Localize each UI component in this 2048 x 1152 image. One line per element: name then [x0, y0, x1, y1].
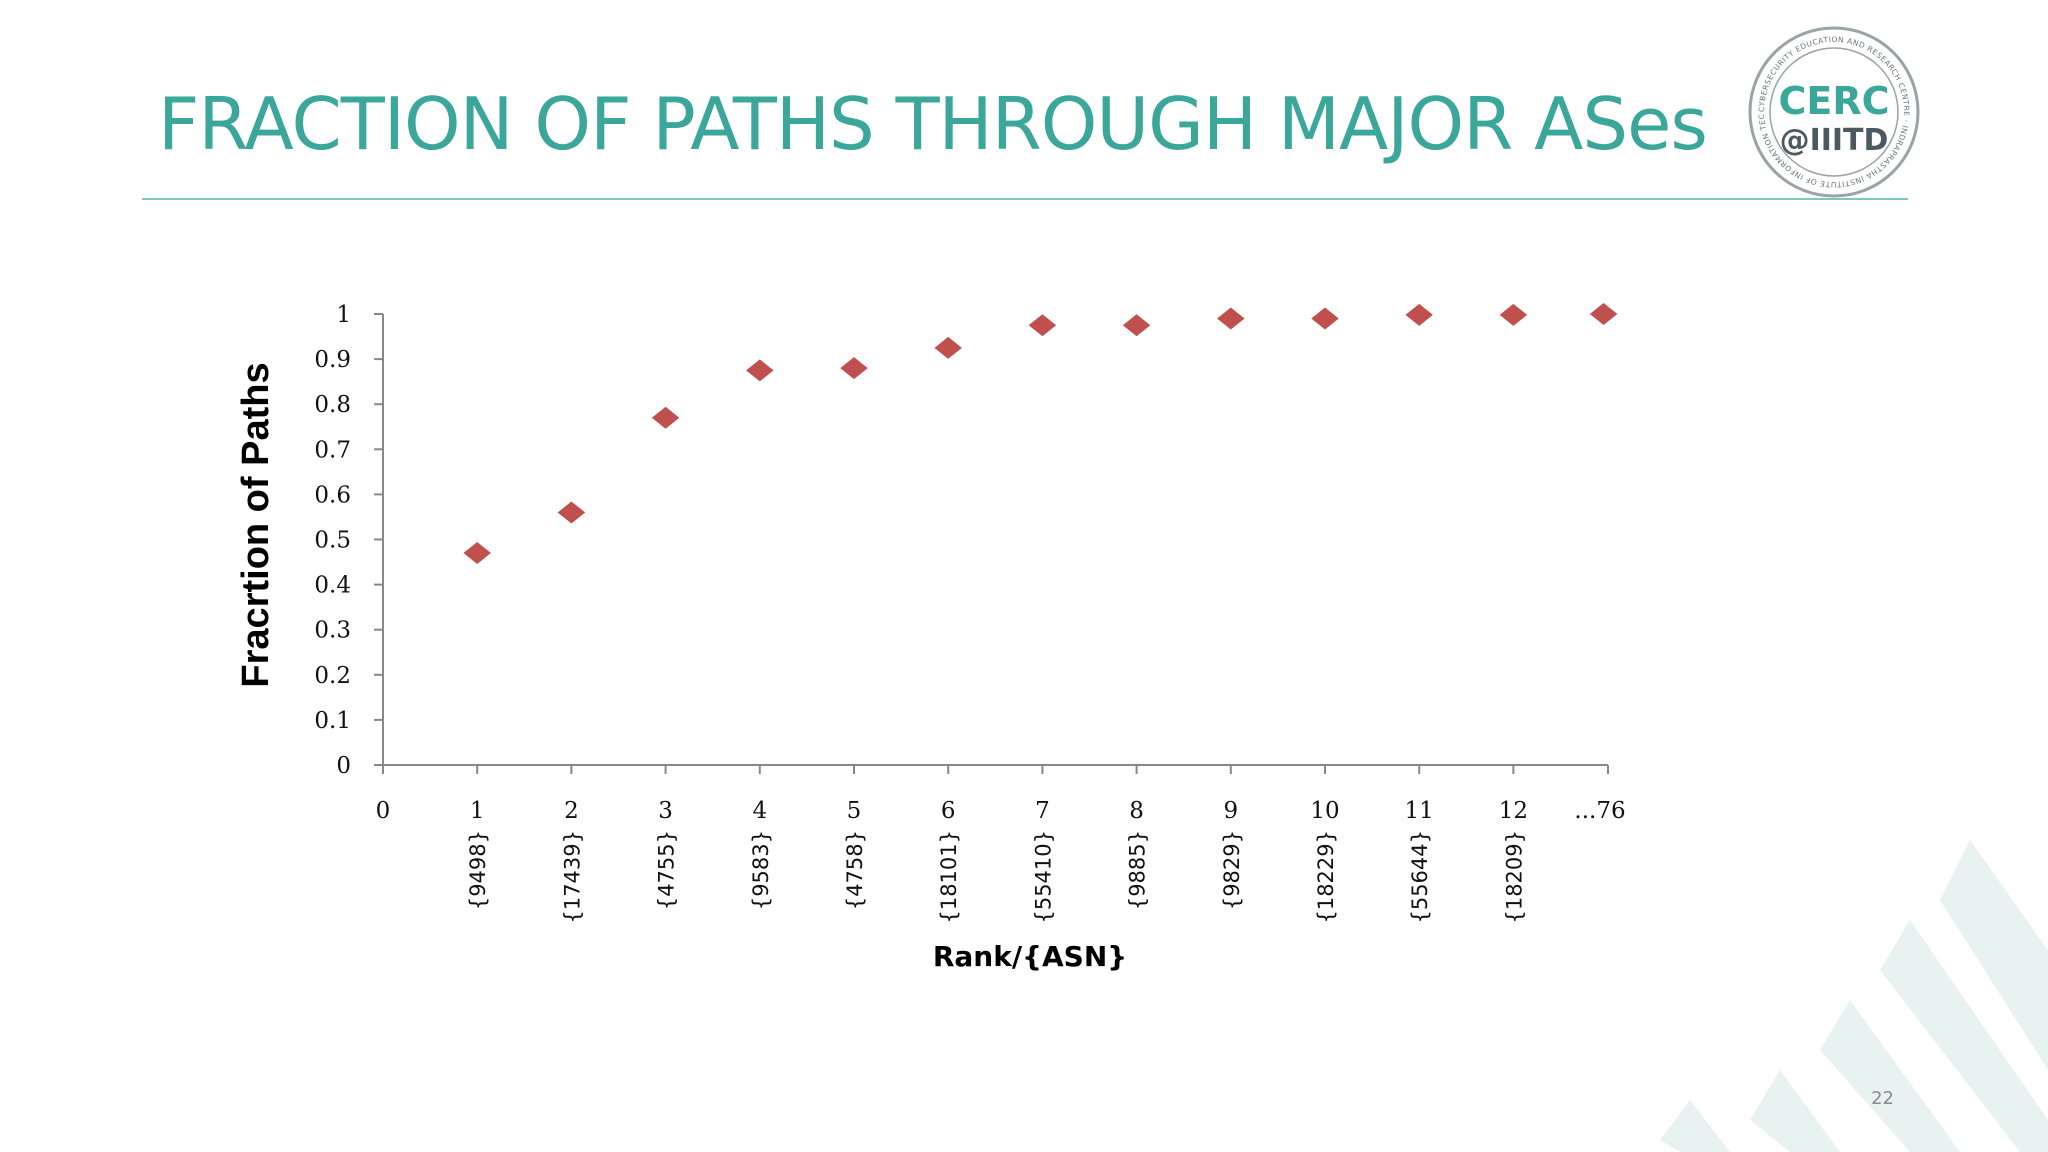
y-tick-label: 0.4 — [314, 573, 351, 599]
logo-inner-ring — [1769, 47, 1899, 177]
x-tick-label: 9 — [1223, 798, 1238, 824]
x-axis: 0 1 2 3 4 5 6 7 8 9 10 11 12 ...76{9498} {17439} {4755}… — [376, 764, 1626, 924]
x-tick-label: 8 — [1129, 798, 1144, 824]
asn-label: {4755} — [655, 830, 679, 910]
x-tick-label: 11 — [1405, 798, 1434, 824]
data-point-rank-13 — [1589, 303, 1618, 325]
y-tick-label: 0.8 — [314, 392, 351, 418]
x-tick-label: 2 — [564, 798, 579, 824]
asn-label: {9829} — [1220, 830, 1244, 910]
y-tick-label: 0 — [336, 753, 351, 779]
asn-label: {18209} — [1502, 830, 1526, 924]
data-point-rank-12 — [1499, 303, 1528, 326]
title-divider — [142, 198, 1908, 200]
x-tick-label: 1 — [470, 798, 485, 824]
asn-label: {9583} — [749, 830, 773, 910]
data-point-rank-1 — [463, 542, 491, 565]
asn-label: {4758} — [843, 830, 867, 910]
asn-label: {9885} — [1126, 830, 1150, 910]
y-tick-label: 0.3 — [314, 618, 351, 644]
logo-wordmark-iiitd: @IIITD — [1780, 123, 1889, 158]
data-point-rank-7 — [1028, 314, 1057, 337]
y-tick-label: 0.5 — [314, 528, 351, 554]
slide-number: 22 — [1871, 1088, 1894, 1109]
data-point-rank-11 — [1405, 303, 1433, 326]
data-point-rank-2 — [557, 501, 586, 524]
data-points — [463, 303, 1618, 565]
asn-label: {18229} — [1314, 830, 1338, 924]
data-point-rank-6 — [934, 336, 962, 359]
x-tick-label: 5 — [847, 798, 862, 824]
x-tick-label: ...76 — [1574, 798, 1625, 824]
y-tick-label: 1 — [336, 302, 351, 328]
data-point-rank-5 — [840, 357, 868, 380]
y-tick-label: 0.1 — [314, 708, 351, 734]
x-tick-label: 6 — [941, 798, 956, 824]
x-tick-label: 10 — [1310, 798, 1339, 824]
x-axis-label: Rank/{ASN} — [933, 940, 1127, 973]
x-tick-label: 4 — [752, 798, 767, 824]
y-axis: 0 0.1 0.2 0.3 0.4 0.5 0.6 0.7 0.8 0.9 1 — [314, 302, 384, 779]
y-tick-label: 0.9 — [314, 347, 351, 373]
y-axis-label: Fracrtion of Paths — [235, 362, 277, 687]
data-point-rank-10 — [1311, 307, 1339, 330]
y-tick-label: 0.2 — [314, 663, 351, 689]
data-point-rank-3 — [651, 406, 680, 429]
data-point-rank-4 — [746, 359, 774, 382]
asn-label: {55410} — [1031, 830, 1055, 924]
data-point-rank-8 — [1122, 314, 1151, 337]
decorative-stripes — [1660, 840, 2048, 1152]
logo-wordmark-cerc: CERC — [1779, 79, 1890, 123]
asn-label: {18101} — [937, 830, 961, 924]
x-tick-label: 7 — [1035, 798, 1050, 824]
x-tick-label: 12 — [1499, 798, 1528, 824]
data-point-rank-9 — [1217, 307, 1245, 330]
y-tick-label: 0.7 — [314, 437, 351, 463]
x-tick-label: 0 — [376, 798, 391, 824]
slide-title: FRACTION OF PATHS THROUGH MAJOR ASes — [158, 82, 1708, 166]
x-tick-label: 3 — [658, 798, 673, 824]
asn-label: {17439} — [560, 830, 584, 924]
asn-label: {55644} — [1408, 830, 1432, 924]
y-tick-label: 0.6 — [314, 482, 351, 508]
asn-label: {9498} — [466, 830, 490, 910]
cerc-logo: CYBERSECURITY EDUCATION AND RESEARCH CEN… — [1746, 24, 1920, 198]
